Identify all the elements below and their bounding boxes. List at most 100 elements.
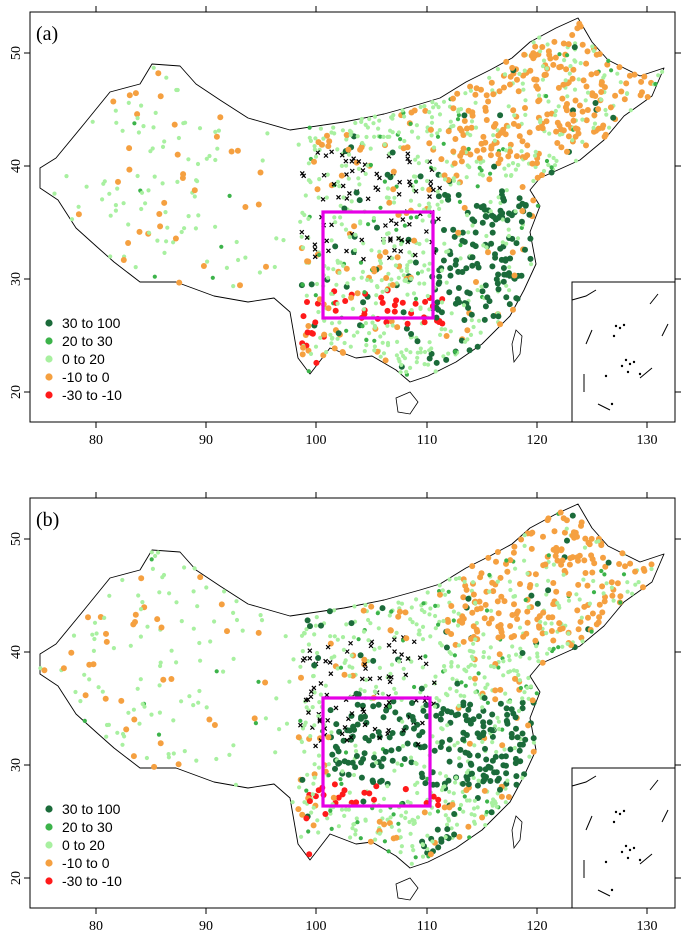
station-dot [417,281,422,286]
station-dot [386,849,391,854]
station-dot [126,145,133,152]
station-dot [356,176,361,181]
station-dot [581,603,588,610]
station-dot [374,684,379,689]
station-dot [432,704,438,709]
station-dot [492,251,498,258]
station-dot [527,754,532,759]
station-dot [181,121,186,126]
station-dot [604,581,609,586]
station-dot [470,223,475,228]
station-dot [497,112,504,119]
station-dot [433,369,438,374]
station-dot [481,695,488,701]
station-dot [339,222,344,227]
station-dot [380,755,387,762]
station-dot [123,726,130,733]
station-dot [582,545,588,550]
station-dot [580,117,585,122]
station-dot [506,301,513,308]
station-dot [485,682,490,687]
station-dot [113,108,118,113]
station-dot [341,205,348,212]
station-dot [465,823,472,830]
station-dot [437,112,443,117]
station-dot [422,104,427,109]
station-dot [513,240,520,247]
station-dot [517,678,523,683]
station-dot [418,350,423,355]
station-dot [387,704,392,709]
station-dot [500,265,507,271]
station-dot [353,749,359,754]
insignificant-station-marker [325,644,331,650]
station-dot [332,608,337,613]
station-dot [373,837,378,842]
station-dot [552,553,559,559]
station-dot [128,643,133,648]
station-dot [358,836,363,841]
station-dot [409,308,414,313]
legend-swatch-high [45,337,53,345]
station-dot [510,644,515,649]
station-dot [445,723,450,728]
station-dot [94,631,99,636]
station-dot [309,810,314,815]
station-dot [520,775,525,780]
insignificant-station-marker [312,242,318,248]
station-dot [510,120,517,127]
station-dot [174,600,179,605]
station-dot [305,772,310,777]
station-dot [348,835,353,840]
station-dot [467,760,474,767]
station-dot [381,134,386,139]
station-dot [146,230,152,235]
station-dot [64,174,69,179]
station-dot [492,696,499,703]
insignificant-station-marker [363,666,368,672]
station-dot [435,809,441,814]
station-dot [656,73,661,78]
station-dot [481,650,486,655]
station-dot [392,768,397,773]
station-dot [472,798,477,803]
station-dot [498,793,505,800]
station-dot [150,566,155,571]
station-dot [534,644,539,649]
station-dot [392,244,397,249]
station-dot [306,216,311,221]
station-dot [231,610,236,615]
station-dot [446,758,453,765]
station-dot [561,572,566,577]
station-dot [426,267,431,272]
station-dot [318,692,323,697]
station-dot [329,291,334,296]
station-dot [138,634,143,639]
station-dot [469,112,476,119]
station-dot [174,660,179,665]
station-dot [352,764,359,771]
station-dot [384,287,389,293]
station-dot [75,211,82,218]
station-dot [455,285,462,291]
station-dot [495,634,502,641]
station-dot [313,154,319,159]
insignificant-station-marker [397,179,403,185]
station-dot [570,138,575,143]
station-dot [449,801,456,808]
station-dot [155,70,162,77]
station-dot [525,722,532,729]
station-dot [516,747,523,754]
station-dot [502,257,509,264]
station-dot [331,781,338,788]
station-dot [446,736,453,743]
station-dot [518,536,525,543]
station-dot [512,760,519,767]
station-dot [139,190,145,195]
y-tick-label: 40 [9,645,24,659]
station-dot [393,297,400,304]
station-dot [383,707,390,714]
station-dot [182,565,187,570]
station-dot [318,126,323,131]
station-dot [456,113,461,118]
